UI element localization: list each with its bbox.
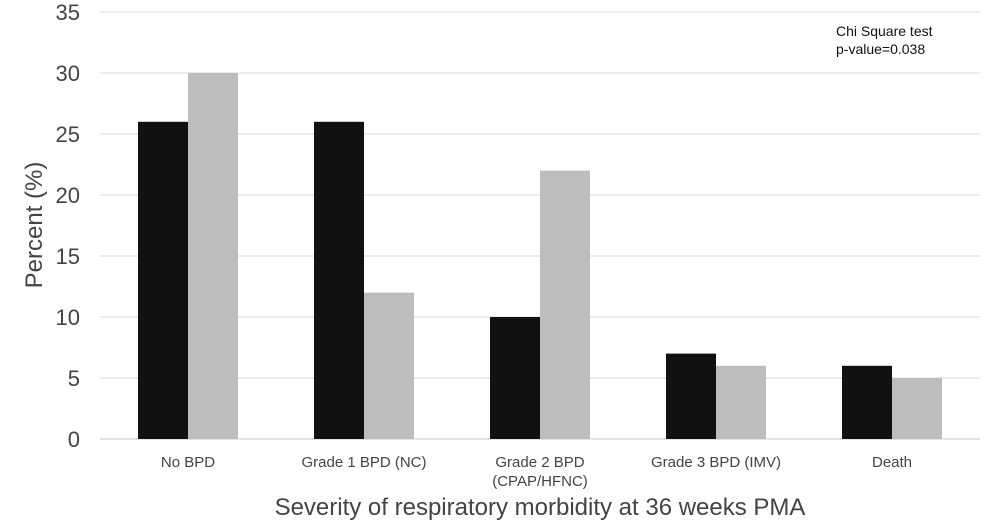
- x-category-label: Grade 2 BPD (CPAP/HFNC): [492, 454, 588, 490]
- bar-series-1: [666, 353, 716, 439]
- x-category-label: Grade 3 BPD (IMV): [651, 454, 781, 471]
- bar-series-1: [138, 121, 188, 440]
- bar-series-2: [364, 292, 414, 439]
- bar-series-2: [540, 170, 590, 439]
- y-tick-label: 5: [68, 366, 80, 391]
- y-tick-labels: 0 5 10 15 20 25 30 35: [56, 0, 80, 452]
- x-category-label: No BPD: [161, 454, 215, 471]
- y-axis-title: Percent (%): [21, 162, 48, 289]
- bar-series-1: [490, 317, 540, 439]
- x-axis-title: Severity of respiratory morbidity at 36 …: [275, 494, 806, 521]
- chi-square-annotation: Chi Square test p-value=0.038: [836, 23, 933, 57]
- x-category-labels: No BPD Grade 1 BPD (NC) Grade 2 BPD (CPAP/H…: [161, 454, 912, 490]
- bar-series-2: [716, 365, 766, 439]
- bar-series-1: [314, 121, 364, 440]
- y-tick-label: 15: [56, 244, 80, 269]
- bar-series-1: [842, 365, 892, 439]
- y-tick-label: 10: [56, 305, 80, 330]
- y-tick-label: 30: [56, 61, 80, 86]
- bar-series-2: [188, 73, 238, 439]
- x-category-label: Death: [872, 454, 912, 471]
- bar-series-2: [892, 378, 942, 439]
- y-tick-label: 0: [68, 427, 80, 452]
- annotation-line: Chi Square test: [836, 23, 933, 39]
- x-category-label: Grade 1 BPD (NC): [301, 454, 426, 471]
- y-tick-label: 25: [56, 122, 80, 147]
- bars: [138, 73, 942, 440]
- annotation-line: p-value=0.038: [836, 41, 925, 57]
- y-tick-label: 35: [56, 0, 80, 25]
- y-tick-label: 20: [56, 183, 80, 208]
